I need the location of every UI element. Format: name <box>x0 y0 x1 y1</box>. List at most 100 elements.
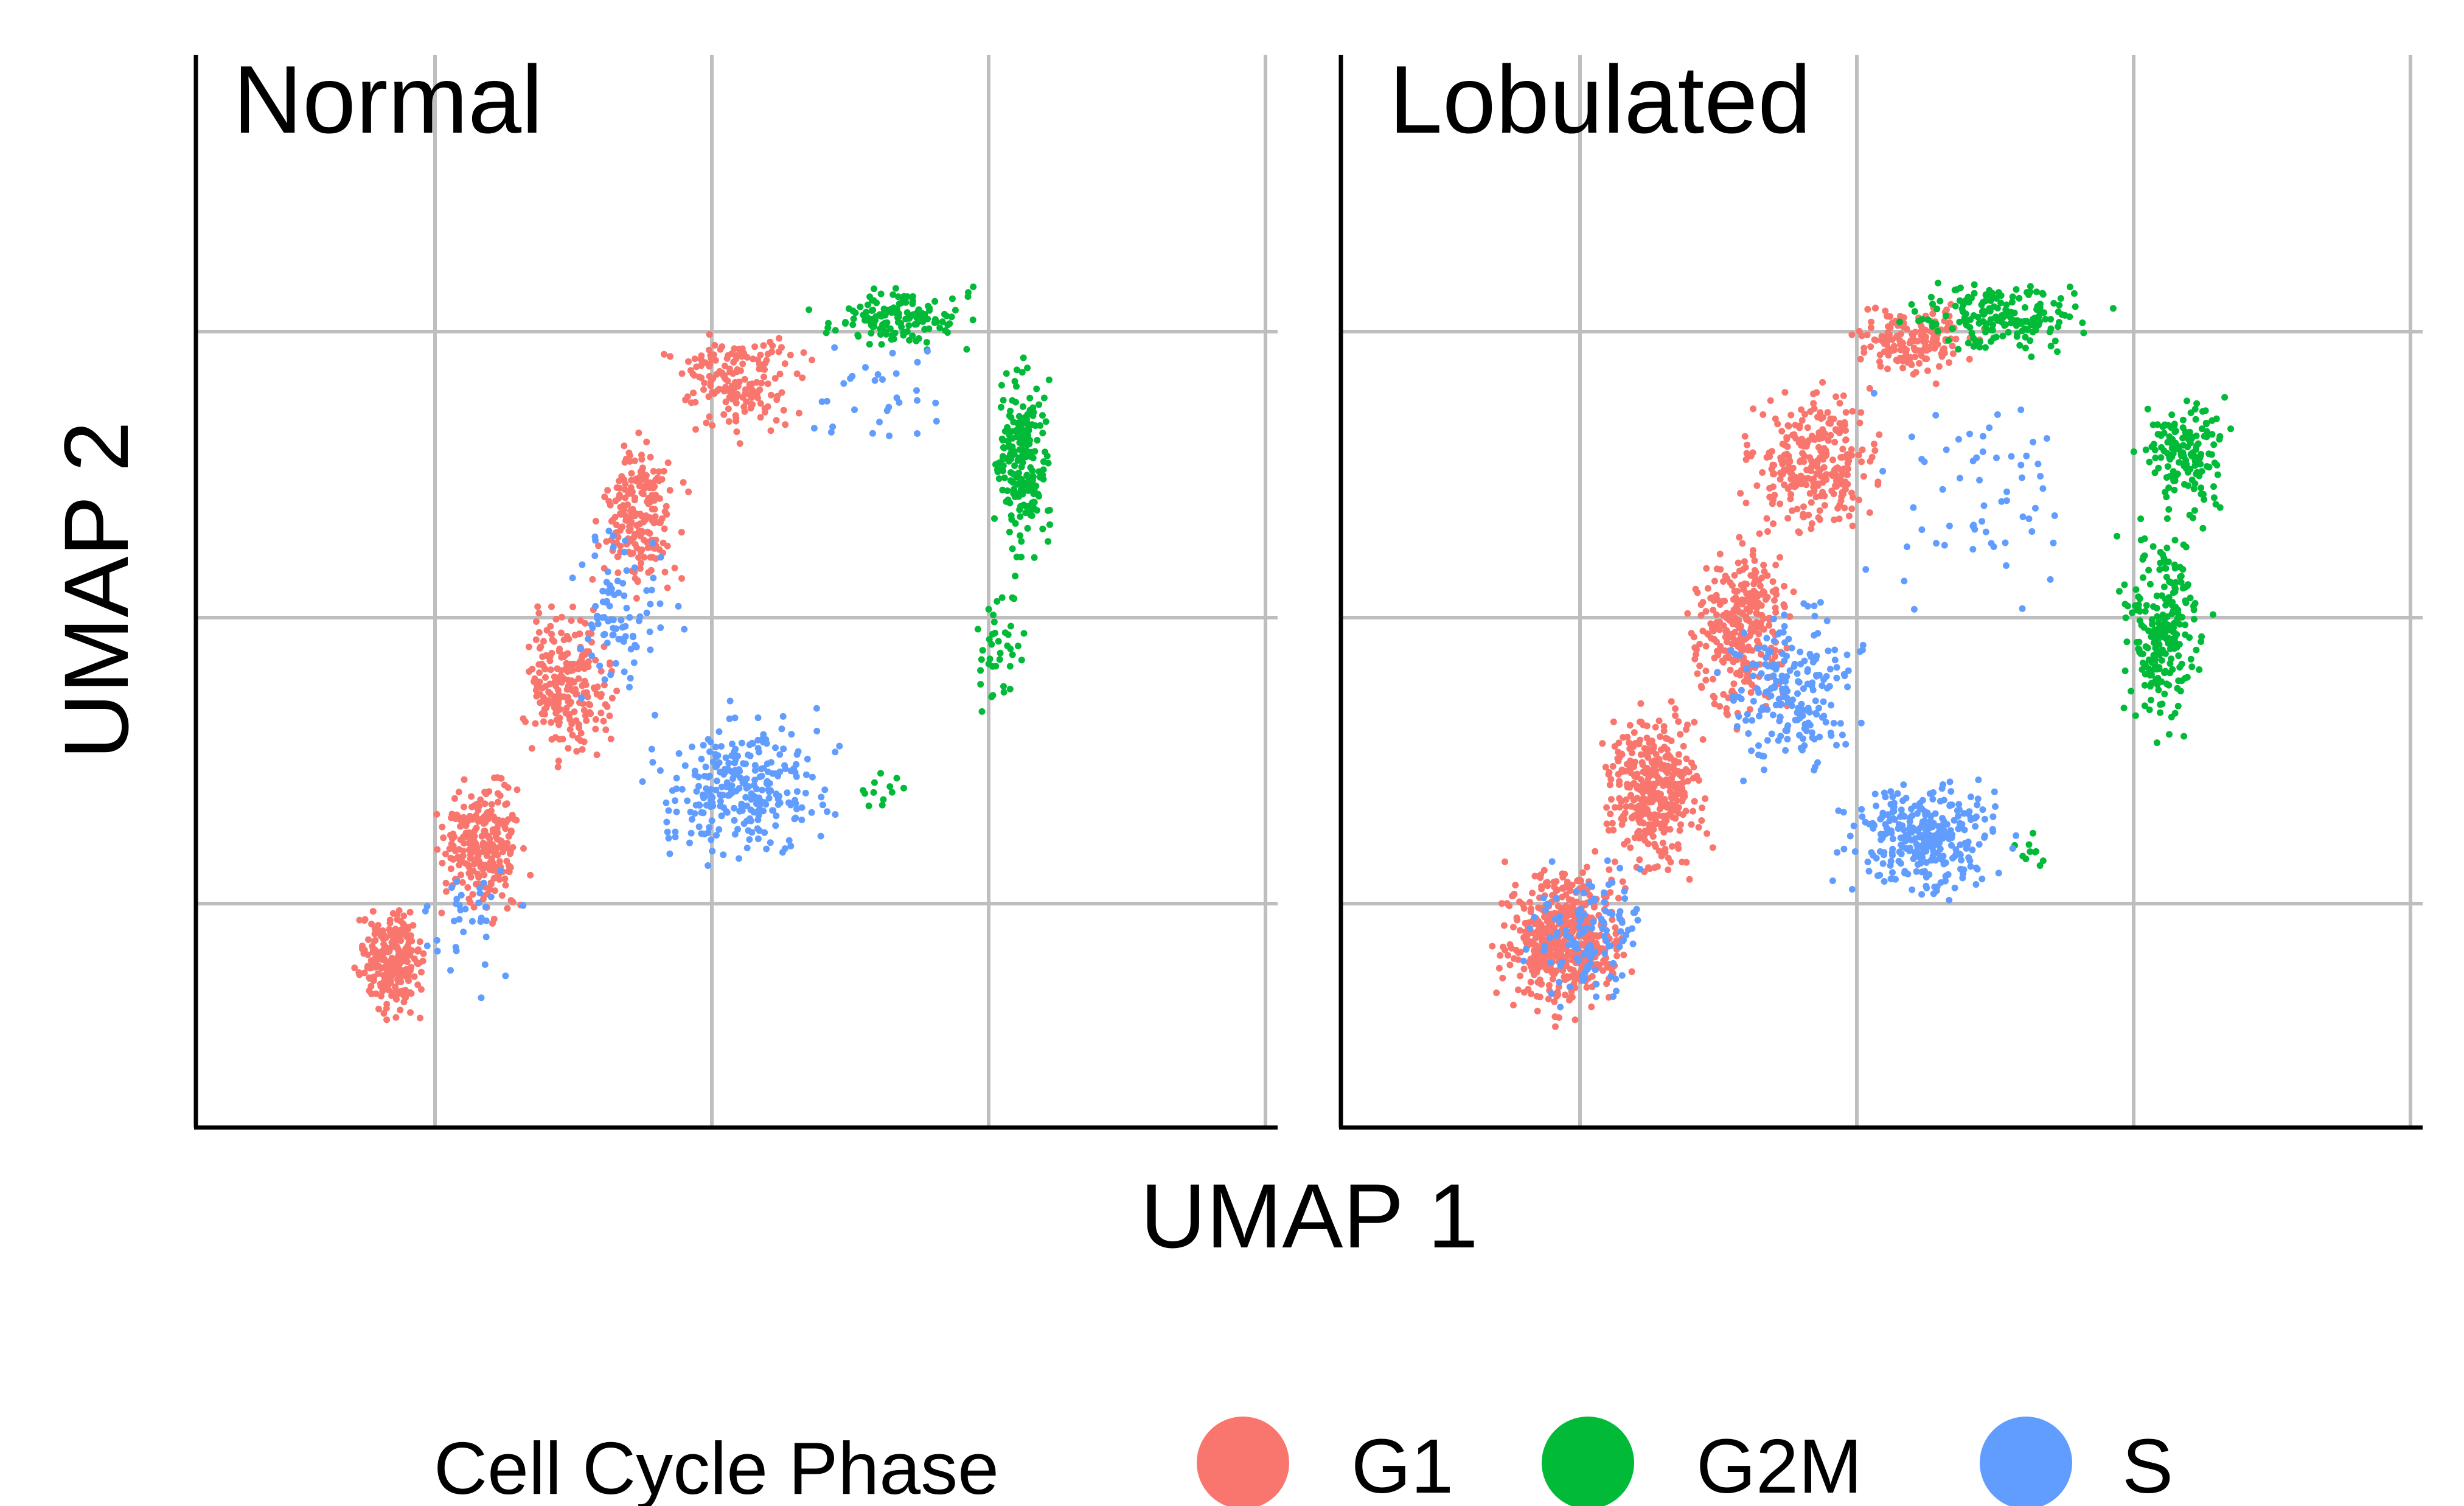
data-point-g2m <box>977 681 984 688</box>
data-point-s <box>1755 645 1762 652</box>
data-point-g2m <box>2121 581 2128 588</box>
data-point-g2m <box>2159 700 2166 708</box>
data-point-g1 <box>1668 737 1675 744</box>
data-point-g1 <box>719 343 726 350</box>
data-point-g2m <box>1029 455 1037 462</box>
data-point-g2m <box>2163 515 2171 522</box>
data-point-g1 <box>1805 437 1812 444</box>
data-point-s <box>1979 518 1986 525</box>
data-point-g1 <box>574 734 582 742</box>
data-point-g1 <box>416 938 423 946</box>
data-point-g1 <box>725 405 732 413</box>
data-point-s <box>728 752 736 759</box>
data-point-g1 <box>1713 619 1720 626</box>
data-point-g1 <box>1763 454 1770 461</box>
data-point-g1 <box>1520 989 1528 996</box>
data-point-g1 <box>1730 596 1737 603</box>
data-point-g1 <box>1777 500 1784 507</box>
data-point-g1 <box>658 515 666 522</box>
data-point-s <box>496 867 504 874</box>
data-point-g1 <box>1738 596 1745 604</box>
data-point-g1 <box>1523 935 1531 943</box>
data-point-s <box>1784 736 1791 743</box>
data-point-s <box>688 816 695 823</box>
data-point-s <box>672 828 679 835</box>
data-point-s <box>736 855 742 862</box>
data-point-g2m <box>877 331 884 338</box>
data-point-g2m <box>2152 650 2159 658</box>
data-point-g1 <box>603 538 610 545</box>
data-point-g1 <box>655 468 663 475</box>
data-point-g2m <box>2180 442 2187 449</box>
data-point-g1 <box>503 857 510 865</box>
data-point-g1 <box>1627 781 1634 789</box>
data-point-g1 <box>1794 506 1801 513</box>
data-point-s <box>804 756 811 762</box>
data-point-g1 <box>716 368 723 375</box>
data-point-g2m <box>2193 646 2200 654</box>
data-point-s <box>433 936 440 944</box>
data-point-g2m <box>1006 451 1014 459</box>
data-point-g2m <box>2055 308 2062 315</box>
data-point-g2m <box>2148 659 2156 666</box>
data-point-g2m <box>913 321 920 328</box>
data-point-s <box>1969 546 1977 553</box>
data-point-g1 <box>379 927 386 934</box>
data-point-s <box>731 804 738 812</box>
data-point-g2m <box>2176 459 2182 466</box>
data-point-s <box>686 839 693 846</box>
data-point-g1 <box>1662 753 1669 761</box>
data-point-s <box>760 731 767 738</box>
data-point-s <box>1909 886 1916 893</box>
data-point-s <box>649 540 656 547</box>
data-point-g1 <box>497 843 504 850</box>
data-point-s <box>780 745 787 753</box>
data-point-g1 <box>1868 318 1875 326</box>
data-point-g1 <box>554 764 562 770</box>
data-point-g1 <box>575 675 582 682</box>
data-point-g1 <box>706 413 713 420</box>
data-point-s <box>1941 877 1949 885</box>
data-point-g1 <box>760 342 767 349</box>
data-point-g1 <box>1848 446 1855 453</box>
data-point-g2m <box>2115 588 2123 595</box>
data-point-s <box>1621 895 1629 902</box>
data-point-g2m <box>2166 731 2173 738</box>
data-point-s <box>1879 860 1887 867</box>
data-point-s <box>599 587 607 594</box>
data-point-g2m <box>2198 484 2205 492</box>
data-point-g1 <box>1637 751 1644 758</box>
data-point-g1 <box>1562 891 1570 898</box>
data-point-g1 <box>548 649 555 657</box>
data-point-g2m <box>2186 512 2193 518</box>
data-point-s <box>1637 865 1644 873</box>
data-point-g1 <box>1789 464 1797 472</box>
data-point-s <box>1960 870 1967 877</box>
data-point-s <box>1919 842 1926 849</box>
data-point-g1 <box>773 396 781 403</box>
data-point-g1 <box>482 790 490 798</box>
data-point-g1 <box>1723 709 1730 717</box>
data-point-s <box>798 817 806 823</box>
data-point-g1 <box>1551 998 1558 1005</box>
data-point-g1 <box>1510 1002 1517 1009</box>
data-point-g1 <box>767 427 774 434</box>
data-point-g2m <box>1025 477 1032 484</box>
data-point-s <box>696 802 703 809</box>
data-point-s <box>630 659 638 666</box>
data-point-g1 <box>554 707 562 714</box>
data-point-s <box>1989 813 1997 820</box>
data-point-g1 <box>433 811 440 818</box>
data-point-s <box>728 741 736 748</box>
data-point-s <box>1800 685 1807 692</box>
data-point-g1 <box>721 362 728 369</box>
data-point-g1 <box>1803 481 1810 489</box>
data-point-g1 <box>1782 467 1789 474</box>
data-point-s <box>2008 453 2015 460</box>
data-point-g1 <box>1783 644 1791 652</box>
data-point-g2m <box>1001 474 1008 481</box>
data-point-g1 <box>565 698 572 705</box>
data-point-g2m <box>1018 429 1026 436</box>
data-point-s <box>1759 704 1766 711</box>
data-point-s <box>1733 723 1741 730</box>
